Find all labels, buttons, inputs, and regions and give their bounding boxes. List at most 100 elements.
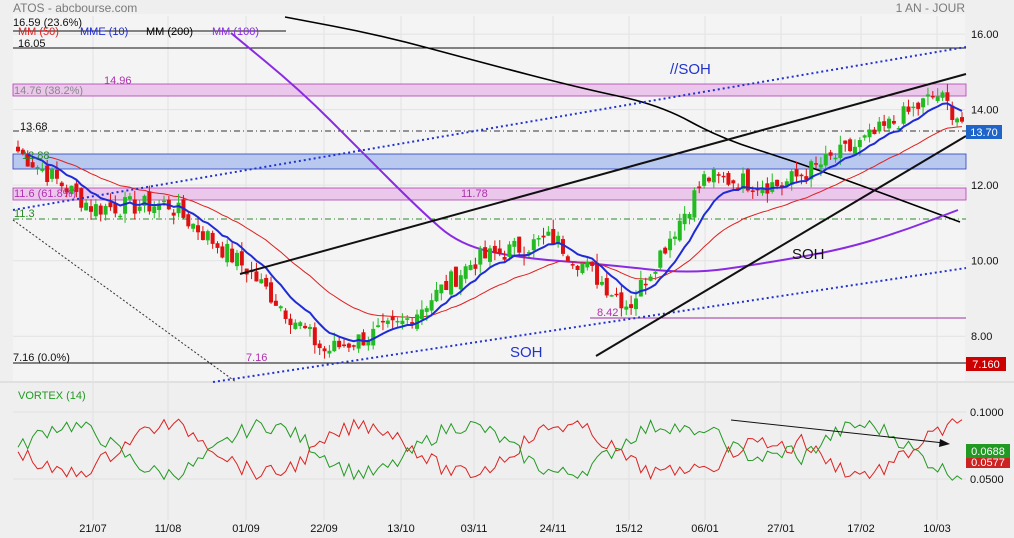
candle-body-49 — [254, 271, 259, 282]
legend-mme10: MME (10) — [80, 26, 128, 38]
label-level-14-76: 14.76 (38.2%) — [14, 85, 83, 97]
candle-body-157 — [779, 185, 784, 188]
date-tick-2: 01/09 — [232, 523, 260, 535]
low-price-value: 7.160 — [972, 359, 1000, 371]
candle-body-125 — [624, 306, 629, 310]
date-tick-4: 13/10 — [387, 523, 415, 535]
candle-body-175 — [867, 129, 872, 138]
candle-body-129 — [643, 283, 648, 286]
candle-body-181 — [896, 128, 901, 130]
candle-body-72 — [366, 340, 371, 346]
candle-body-50 — [259, 279, 264, 284]
candle-body-106 — [531, 239, 536, 251]
candle-body-194 — [960, 117, 964, 122]
candle-body-159 — [789, 171, 794, 185]
candle-body-186 — [921, 98, 926, 108]
candle-body-127 — [633, 298, 638, 310]
candle-body-39 — [205, 231, 210, 241]
candle-body-113 — [565, 256, 570, 261]
candle-body-193 — [955, 118, 960, 123]
candle-body-11 — [69, 185, 74, 195]
mm50-line — [47, 126, 963, 319]
candle-body-21 — [118, 215, 123, 218]
date-tick-5: 03/11 — [461, 523, 488, 535]
price-tick-1: 14.00 — [971, 105, 999, 117]
vortex-plus-value: 0.0688 — [971, 446, 1005, 458]
candle-body-25 — [137, 206, 142, 211]
date-axis: 21/07 11/08 01/09 22/09 13/10 03/11 24/11 15/12… — [79, 523, 951, 535]
candle-body-0 — [16, 146, 20, 152]
candle-body-161 — [799, 174, 804, 177]
date-tick-7: 15/12 — [615, 523, 643, 535]
candle-body-15 — [88, 206, 93, 212]
candle-body-167 — [828, 152, 833, 156]
candle-body-90 — [453, 266, 458, 287]
candle-body-6 — [45, 165, 50, 182]
candle-body-177 — [877, 121, 882, 132]
candle-body-183 — [906, 106, 911, 112]
candle-body-102 — [512, 240, 517, 247]
candle-body-115 — [575, 265, 580, 270]
support-zone-blue — [12, 153, 967, 170]
candle-body-85 — [429, 300, 434, 311]
candle-body-38 — [200, 231, 205, 240]
candle-body-182 — [901, 106, 906, 124]
vortex-tick-0-1: 0.1000 — [970, 407, 1004, 419]
candle-body-188 — [930, 95, 935, 98]
candle-body-23 — [127, 196, 132, 200]
candle-body-7 — [50, 169, 55, 179]
candle-body-22 — [123, 197, 128, 214]
candle-body-116 — [580, 263, 585, 274]
candle-body-82 — [415, 314, 420, 329]
candle-body-176 — [872, 129, 877, 135]
candle-body-42 — [220, 246, 225, 258]
candle-body-111 — [556, 235, 561, 245]
vortex-minus-line — [17, 418, 963, 481]
candle-body-174 — [862, 135, 867, 138]
date-tick-0: 21/07 — [79, 523, 107, 535]
candle-body-86 — [434, 289, 439, 302]
candle-body-101 — [507, 244, 512, 257]
candle-body-68 — [346, 343, 351, 348]
last-price-badge — [966, 125, 1002, 139]
candle-body-103 — [517, 236, 522, 253]
candle-body-63 — [322, 348, 327, 352]
candle-body-166 — [823, 153, 828, 166]
candle-body-148 — [736, 187, 741, 190]
candle-body-105 — [526, 252, 531, 254]
candle-body-121 — [604, 278, 609, 296]
candle-body-95 — [478, 248, 483, 265]
candle-body-55 — [283, 310, 288, 319]
candle-body-100 — [502, 257, 507, 260]
candle-body-112 — [560, 239, 565, 254]
candle-body-178 — [882, 121, 887, 126]
candle-body-70 — [356, 334, 361, 349]
candle-body-30 — [161, 200, 166, 203]
candle-body-81 — [410, 322, 415, 325]
soh-lower-line — [212, 267, 967, 383]
candle-body-17 — [98, 205, 103, 215]
legend-mm50: MM (50) — [18, 26, 59, 38]
candle-body-158 — [784, 181, 789, 187]
candle-body-69 — [351, 345, 356, 347]
label-parallel-soh: //SOH — [670, 61, 711, 78]
candle-body-71 — [361, 332, 366, 346]
candle-body-3 — [30, 162, 35, 168]
candle-body-4 — [35, 167, 40, 169]
candle-body-151 — [750, 190, 755, 192]
candle-body-35 — [186, 214, 191, 227]
date-tick-8: 06/01 — [691, 523, 719, 535]
candle-body-142 — [706, 177, 711, 182]
candle-body-135 — [672, 236, 677, 239]
vortex-trend-arrow — [730, 419, 945, 444]
label-level-13-68: 13.68 — [20, 121, 48, 133]
candle-body-147 — [731, 180, 736, 184]
candle-body-1 — [20, 149, 25, 154]
fib-38-zone — [12, 83, 967, 97]
candle-body-185 — [916, 102, 921, 109]
vortex-arrowhead — [939, 439, 950, 447]
candle-body-88 — [444, 281, 449, 290]
date-tick-1: 11/08 — [155, 523, 182, 535]
vortex-minus-value: 0.0577 — [971, 457, 1005, 469]
candle-body-163 — [809, 161, 814, 180]
